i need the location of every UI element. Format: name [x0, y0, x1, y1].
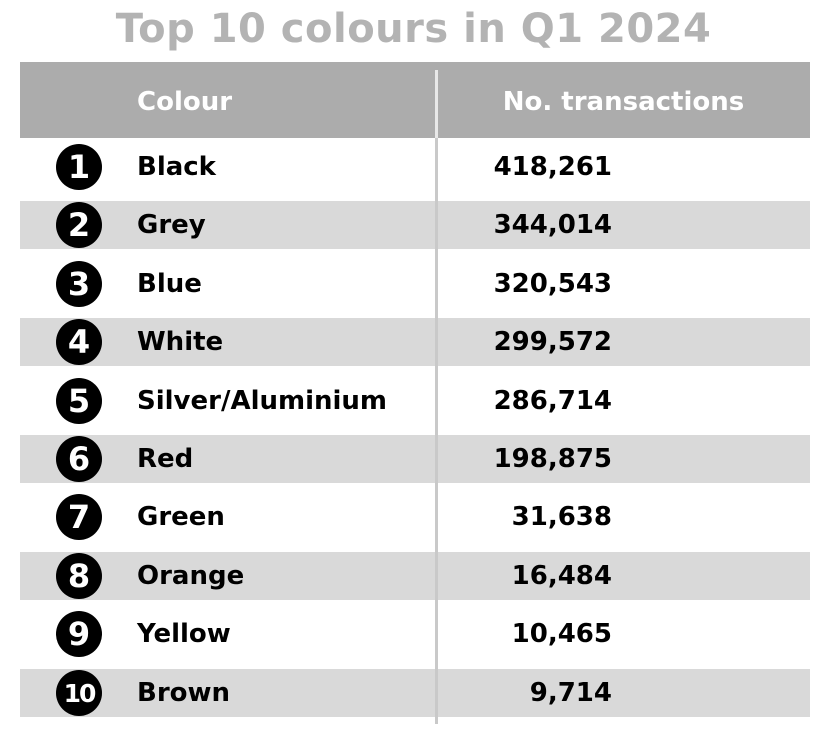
colours-table: Colour No. transactions 1 Black 418,261 2 Gr… [20, 62, 810, 724]
rank-badge: 8 [56, 553, 102, 599]
table-row: 7 Green 31,638 [20, 493, 810, 541]
colour-name: White [137, 327, 224, 357]
transaction-count: 344,014 [493, 210, 612, 240]
colour-name: Red [137, 444, 194, 474]
column-header-transactions: No. transactions [502, 87, 745, 117]
transaction-count: 286,714 [493, 386, 612, 416]
header-column-divider [435, 70, 438, 138]
rank-badge: 2 [56, 202, 102, 248]
colour-name: Silver/Aluminium [137, 386, 388, 416]
transaction-count: 299,572 [493, 327, 612, 357]
table-row: 9 Yellow 10,465 [20, 610, 810, 658]
rank-badge: 1 [56, 144, 102, 190]
table-row: 8 Orange 16,484 [20, 552, 810, 600]
colour-name: Black [137, 152, 216, 182]
rank-badge: 9 [56, 611, 102, 657]
table-row: 2 Grey 344,014 [20, 201, 810, 249]
table-row: 1 Black 418,261 [20, 143, 810, 191]
table-header: Colour No. transactions [20, 62, 810, 138]
transaction-count: 31,638 [511, 502, 612, 532]
transaction-count: 418,261 [493, 152, 612, 182]
transaction-count: 198,875 [493, 444, 612, 474]
rank-badge: 3 [56, 261, 102, 307]
column-divider [435, 70, 438, 724]
transaction-count: 16,484 [511, 561, 612, 591]
colour-name: Yellow [137, 619, 231, 649]
rank-badge: 5 [56, 378, 102, 424]
colour-name: Green [137, 502, 225, 532]
table-row: 10 Brown 9,714 [20, 669, 810, 717]
transaction-count: 9,714 [529, 678, 612, 708]
rank-badge: 6 [56, 436, 102, 482]
transaction-count: 320,543 [493, 269, 612, 299]
table-row: 5 Silver/Aluminium 286,714 [20, 377, 810, 425]
chart-title: Top 10 colours in Q1 2024 [115, 6, 712, 52]
rank-badge: 10 [56, 670, 102, 716]
colour-name: Grey [137, 210, 206, 240]
colour-name: Orange [137, 561, 245, 591]
column-header-colour: Colour [137, 87, 233, 117]
colour-name: Brown [137, 678, 231, 708]
rank-badge: 7 [56, 494, 102, 540]
table-row: 4 White 299,572 [20, 318, 810, 366]
transaction-count: 10,465 [511, 619, 612, 649]
table-row: 6 Red 198,875 [20, 435, 810, 483]
table-row: 3 Blue 320,543 [20, 260, 810, 308]
colour-name: Blue [137, 269, 202, 299]
rank-badge: 4 [56, 319, 102, 365]
